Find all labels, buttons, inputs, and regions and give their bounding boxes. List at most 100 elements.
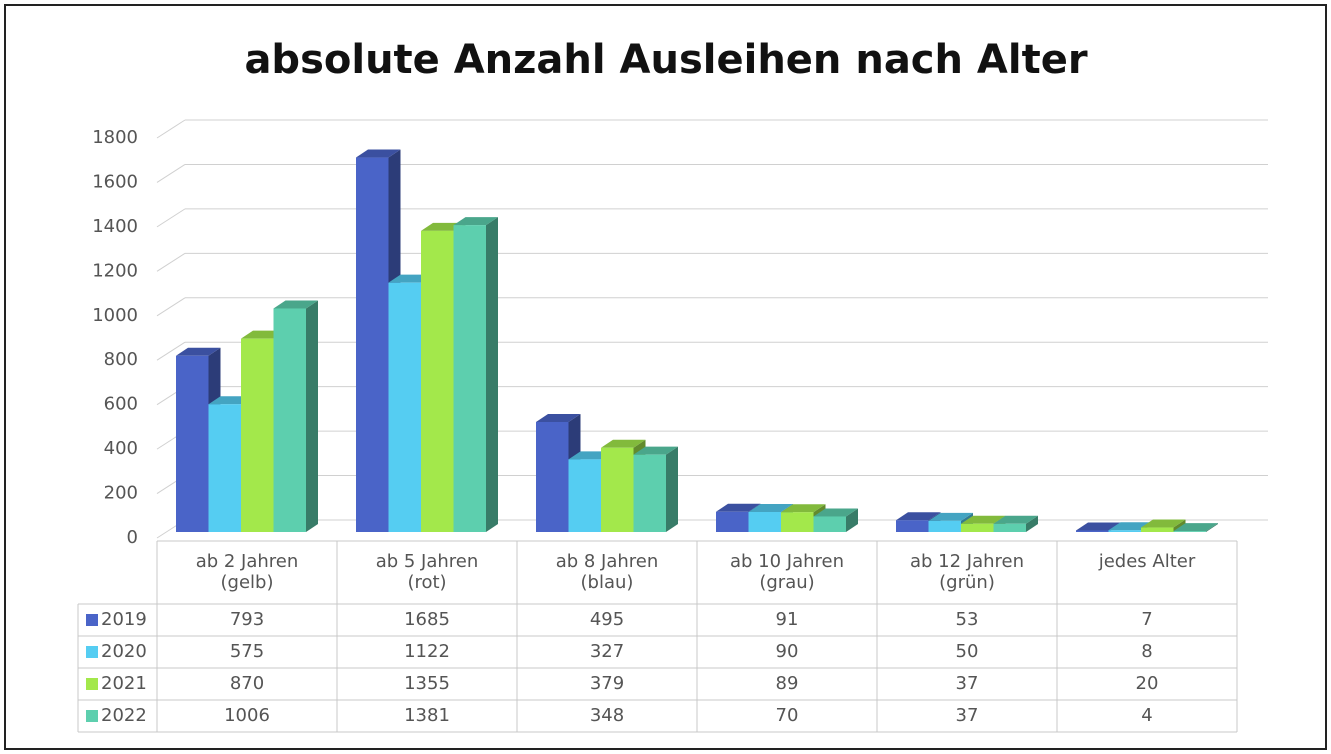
bar-top [961, 515, 1006, 524]
table-value: 8 [1141, 641, 1152, 662]
legend-label: 2021 [101, 673, 147, 694]
x-tick-label: ab 2 Jahren (gelb) [195, 551, 299, 593]
legend-label: 2019 [101, 609, 147, 630]
bar-top [781, 504, 826, 513]
bar-front [568, 459, 601, 532]
table-value: 91 [776, 609, 799, 630]
bar-front [1076, 530, 1109, 532]
grid-line-side [156, 341, 186, 361]
legend-label: 2022 [101, 705, 147, 726]
bar-front [781, 512, 814, 532]
grid-line-side [156, 252, 186, 272]
frame [4, 4, 1327, 750]
x-tick-label: ab 5 Jahren (rot) [375, 551, 479, 593]
bar-front [716, 511, 749, 532]
y-tick-label: 200 [104, 483, 138, 504]
table-value: 89 [776, 673, 799, 694]
bar-side [846, 508, 858, 532]
bar-front [1141, 527, 1174, 532]
grid-line-side [156, 119, 186, 139]
table-value: 1685 [404, 609, 450, 630]
table-value: 7 [1141, 609, 1152, 630]
bar-top [1173, 523, 1218, 532]
bar-top [453, 217, 498, 226]
y-tick-label: 0 [127, 527, 138, 548]
bar [453, 217, 498, 532]
bar-top [813, 508, 858, 517]
bar-top [748, 504, 793, 512]
bar-front [813, 516, 846, 532]
bar-side [1026, 515, 1038, 532]
bar-side [486, 217, 498, 532]
table-value: 348 [590, 705, 624, 726]
bar-front [896, 520, 929, 532]
y-tick-label: 1200 [92, 260, 138, 281]
table-value: 327 [590, 641, 624, 662]
table-value: 53 [956, 609, 979, 630]
grid-line-side [156, 208, 186, 228]
y-tick-label: 800 [104, 349, 138, 370]
bar-top [1141, 519, 1186, 528]
y-tick-label: 1800 [92, 127, 138, 148]
bar-front [961, 523, 994, 532]
table-value: 90 [776, 641, 799, 662]
y-tick-label: 400 [104, 438, 138, 459]
y-tick-label: 1600 [92, 171, 138, 192]
bar-side [1173, 519, 1186, 532]
grid-line-side [156, 164, 186, 183]
table-value: 1006 [224, 705, 270, 726]
table-value: 1122 [404, 641, 450, 662]
bar-top [273, 300, 318, 309]
x-tick-label: ab 10 Jahren (grau) [729, 551, 845, 593]
legend-swatch [86, 646, 98, 658]
bar-front [421, 230, 454, 532]
bar-front [536, 422, 569, 532]
table-value: 20 [1136, 673, 1159, 694]
bar-front [748, 512, 781, 532]
table-value: 37 [956, 673, 979, 694]
bar-side [666, 446, 678, 532]
bar-front [273, 308, 306, 532]
table-value: 37 [956, 705, 979, 726]
bar-top [633, 446, 678, 455]
legend-label: 2020 [101, 641, 147, 662]
bar [1141, 519, 1186, 532]
chart-title: absolute Anzahl Ausleihen nach Alter [244, 37, 1087, 83]
bar [1173, 523, 1218, 532]
table-value: 870 [230, 673, 264, 694]
bar-front [453, 225, 486, 532]
table-value: 793 [230, 609, 264, 630]
grid-line-side [156, 297, 186, 317]
table-value: 4 [1141, 705, 1152, 726]
table-value: 70 [776, 705, 799, 726]
bar [993, 515, 1038, 532]
x-tick-label: jedes Alter [1098, 551, 1196, 572]
table-value: 1355 [404, 673, 450, 694]
legend-swatch [86, 678, 98, 690]
table-value: 1381 [404, 705, 450, 726]
table-value: 379 [590, 673, 624, 694]
legend-swatch [86, 710, 98, 722]
bar-top [928, 512, 973, 521]
bar-front [633, 454, 666, 532]
y-tick-label: 600 [104, 394, 138, 415]
bar-top [896, 512, 941, 521]
bar-top [1076, 522, 1121, 531]
x-tick-label: ab 12 Jahren (grün) [909, 551, 1025, 593]
bar-side [1206, 523, 1218, 532]
bar-front [601, 447, 634, 532]
legend-swatch [86, 614, 98, 626]
bar-front [1108, 530, 1141, 532]
y-tick-label: 1000 [92, 305, 138, 326]
bar [633, 446, 678, 532]
bar-side [306, 300, 318, 532]
bar-top [716, 503, 761, 512]
bar-front [208, 404, 241, 532]
table-value: 50 [956, 641, 979, 662]
bar-top [601, 439, 646, 448]
bar-front [241, 338, 274, 532]
x-tick-label: ab 8 Jahren (blau) [555, 551, 659, 593]
table-value: 495 [590, 609, 624, 630]
